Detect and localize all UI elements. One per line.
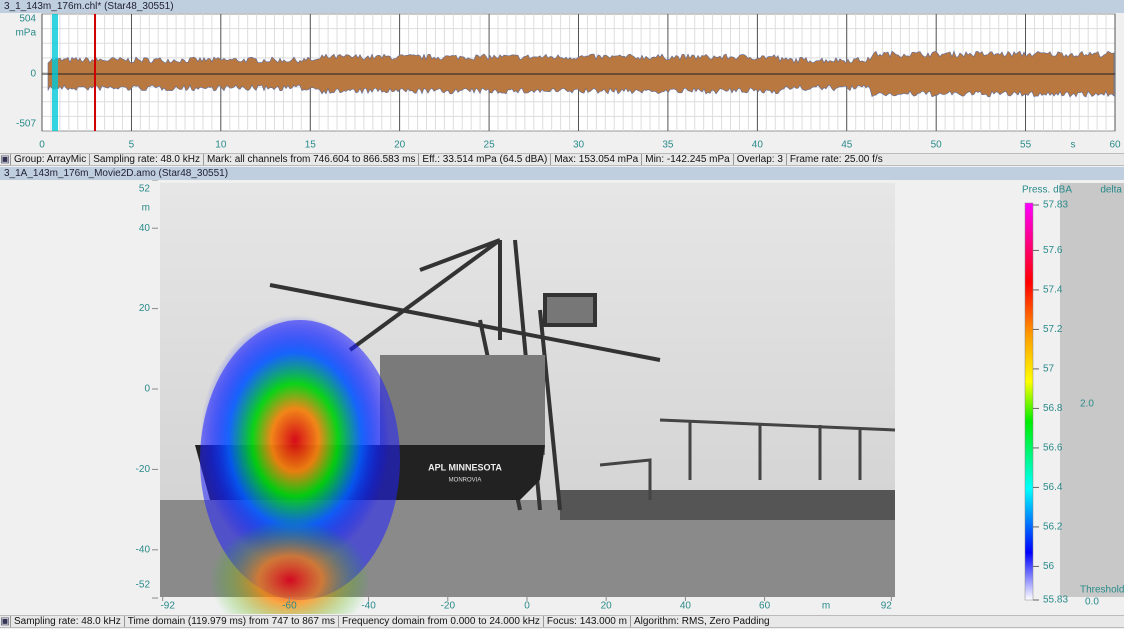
x-tick-label: 40 bbox=[680, 601, 692, 612]
x-tick-label: 35 bbox=[662, 140, 674, 151]
status-item: Max: 153.054 mPa bbox=[550, 154, 641, 165]
ship-port: MONROVIA bbox=[449, 478, 482, 484]
status-item: Frequency domain from 0.000 to 24.000 kH… bbox=[338, 616, 543, 627]
lock-icon[interactable]: ▣ bbox=[0, 616, 10, 627]
x-tick-label: 20 bbox=[394, 140, 406, 151]
quay bbox=[560, 490, 895, 520]
image-title: 3_1A_143m_176m_Movie2D.amo (Star48_30551… bbox=[0, 167, 1124, 180]
x-tick-label: 25 bbox=[484, 140, 496, 151]
x-tick-label: 0 bbox=[524, 601, 530, 612]
x-tick-label: 60 bbox=[759, 601, 771, 612]
x-tick-label: 45 bbox=[841, 140, 853, 151]
status-item: Sampling rate: 48.0 kHz bbox=[89, 154, 203, 165]
colorbar-label: 55.83 bbox=[1043, 595, 1068, 606]
x-tick-label: 5 bbox=[129, 140, 135, 151]
x-tick-label: 55 bbox=[1020, 140, 1032, 151]
threshold-value: 0.0 bbox=[1085, 597, 1099, 608]
colorbar-label: 57.4 bbox=[1043, 285, 1063, 296]
status-item: Group: ArrayMic bbox=[10, 154, 89, 165]
status-item: Min: -142.245 mPa bbox=[641, 154, 733, 165]
y-label: 0 bbox=[30, 69, 36, 80]
colorbar-label: 56 bbox=[1043, 561, 1055, 572]
y-tick-label: 52 bbox=[139, 184, 151, 195]
delta-value: 2.0 bbox=[1080, 399, 1094, 410]
x-tick-label: 92 bbox=[881, 601, 893, 612]
x-tick-label: 40 bbox=[752, 140, 764, 151]
acoustic-image: APL MINNESOTA MONROVIA 52 40 20 0 -20 -40 -52 m… bbox=[0, 180, 1124, 614]
x-tick-label: -60 bbox=[282, 601, 297, 612]
status-item: Overlap: 3 bbox=[733, 154, 786, 165]
status-item: Frame rate: 25.00 f/s bbox=[786, 154, 886, 165]
status-item: Algorithm: RMS, Zero Padding bbox=[630, 616, 773, 627]
status-item: Mark: all channels from 746.604 to 866.5… bbox=[203, 154, 418, 165]
x-tick-label: 20 bbox=[601, 601, 613, 612]
x-unit: s bbox=[1071, 140, 1076, 151]
y-label: 504 bbox=[19, 14, 36, 25]
colorbar-label: 56.2 bbox=[1043, 522, 1063, 533]
delta-label: delta bbox=[1100, 185, 1122, 196]
colorbar-label: 57.6 bbox=[1043, 245, 1063, 256]
delta-panel bbox=[1060, 183, 1124, 597]
ship-name: APL MINNESOTA bbox=[428, 462, 502, 472]
y-tick-label: -40 bbox=[136, 544, 151, 555]
status-item: Eff.: 33.514 mPa (64.5 dBA) bbox=[418, 154, 550, 165]
colorbar bbox=[1025, 203, 1033, 600]
status-item: Time domain (119.979 ms) from 747 to 867… bbox=[124, 616, 338, 627]
colorbar-label: 56.6 bbox=[1043, 443, 1063, 454]
status-item: Focus: 143.000 m bbox=[543, 616, 630, 627]
y-tick-label: -20 bbox=[136, 464, 151, 475]
x-unit: m bbox=[822, 601, 830, 612]
x-tick-label: 60 bbox=[1109, 140, 1121, 151]
y-label: -507 bbox=[16, 119, 36, 130]
y-tick-label: 40 bbox=[139, 223, 151, 234]
colorbar-label: 57.83 bbox=[1043, 200, 1068, 211]
y-tick-label: -52 bbox=[136, 580, 151, 591]
status-item: Sampling rate: 48.0 kHz bbox=[10, 616, 124, 627]
cursor-cyan bbox=[52, 14, 58, 131]
y-unit: m bbox=[142, 203, 150, 214]
app-window: {"waveform": {"title": "3_1_143m_176m.ch… bbox=[0, 0, 1124, 629]
lock-icon[interactable]: ▣ bbox=[0, 154, 10, 165]
y-tick-label: 20 bbox=[139, 303, 151, 314]
colorbar-title: Press. dBA bbox=[1022, 185, 1072, 196]
colorbar-label: 57 bbox=[1043, 364, 1055, 375]
x-tick-label: -92 bbox=[160, 601, 175, 612]
x-tick-label: -20 bbox=[441, 601, 456, 612]
x-tick-label: 15 bbox=[305, 140, 317, 151]
y-tick-label: 0 bbox=[144, 384, 150, 395]
containers bbox=[380, 355, 545, 455]
x-tick-label: -40 bbox=[361, 601, 376, 612]
colorbar-label: 56.8 bbox=[1043, 403, 1063, 414]
x-tick-label: 0 bbox=[39, 140, 45, 151]
x-tick-label: 50 bbox=[931, 140, 943, 151]
colorbar-label: 57.2 bbox=[1043, 324, 1063, 335]
x-tick-label: 30 bbox=[573, 140, 585, 151]
x-tick-label: 10 bbox=[215, 140, 227, 151]
threshold-label: Threshold bbox=[1080, 585, 1124, 596]
colorbar-label: 56.4 bbox=[1043, 482, 1063, 493]
y-unit: mPa bbox=[15, 28, 36, 39]
waveform-title: 3_1_143m_176m.chl* (Star48_30551) bbox=[0, 0, 1124, 13]
